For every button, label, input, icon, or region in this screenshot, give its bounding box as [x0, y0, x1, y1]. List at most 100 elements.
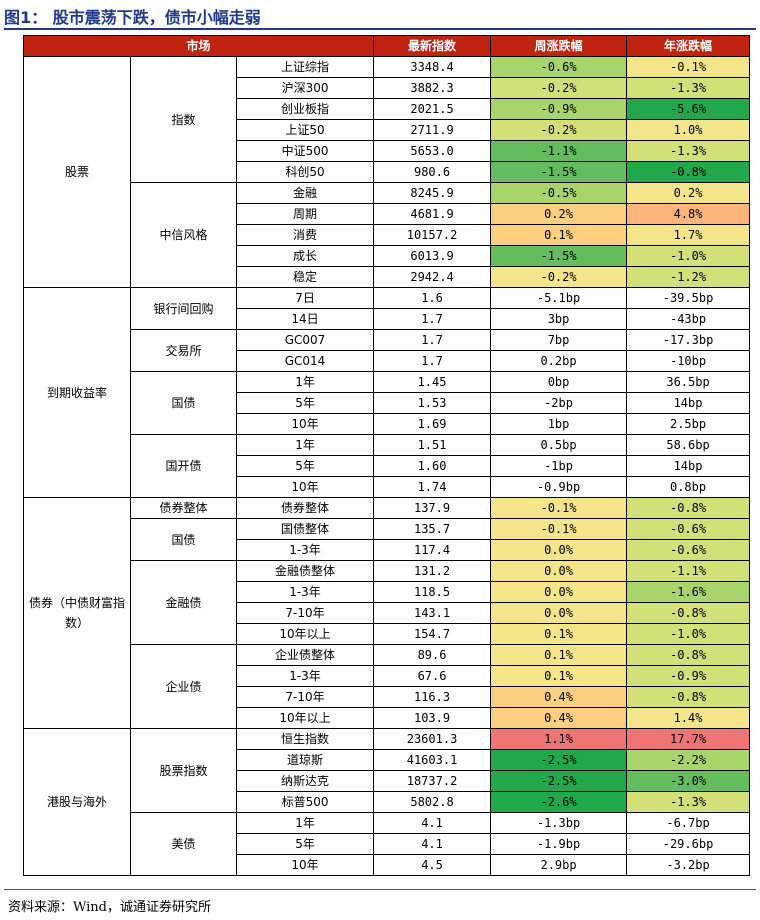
yearly-change: 14bp [626, 392, 751, 414]
latest-value: 4681.9 [373, 203, 492, 225]
latest-value: 5653.0 [373, 140, 492, 162]
weekly-change: -1.9bp [490, 833, 628, 855]
weekly-change: 0.0% [490, 560, 628, 582]
yearly-change: -43bp [626, 308, 751, 330]
table-row: 10年以上 154.7 0.1% -1.0% [24, 623, 751, 645]
yearly-change: -1.1% [626, 560, 751, 582]
latest-value: 23601.3 [373, 728, 492, 750]
table-row: 交易所 GC007 1.7 7bp -17.3bp [24, 329, 751, 372]
table-row: 标普500 5802.8 -2.6% -1.3% [24, 791, 751, 813]
yearly-change: -0.6% [626, 518, 751, 540]
latest-value: 1.6 [373, 287, 492, 309]
latest-value: 8245.9 [373, 182, 492, 204]
yearly-change: 17.7% [626, 728, 751, 750]
table-row: 消费 10157.2 0.1% 1.7% [24, 224, 751, 246]
weekly-change: -5.1bp [490, 287, 628, 309]
group-label: 指数 [130, 56, 237, 183]
yearly-change: 0.8bp [626, 476, 751, 498]
latest-value: 135.7 [373, 518, 492, 540]
yearly-change: 1.4% [626, 707, 751, 729]
weekly-change: -0.1% [490, 518, 628, 540]
latest-value: 4.1 [373, 812, 492, 834]
weekly-change: 0.1% [490, 224, 628, 246]
table-row: 14日 1.7 3bp -43bp [24, 308, 751, 330]
row-item-label: 5年 [235, 833, 375, 855]
latest-value: 3348.4 [373, 56, 492, 78]
latest-value: 5802.8 [373, 791, 492, 813]
yearly-change: -1.0% [626, 623, 751, 645]
latest-value: 2711.9 [373, 119, 492, 141]
row-item-label: 稳定 [235, 266, 375, 288]
yearly-change: -0.8% [626, 161, 751, 183]
table-row: 企业债 企业债整体 89.6 0.1% -0.8% [24, 644, 751, 729]
section-label: 到期收益率 [23, 287, 131, 498]
latest-value: 137.9 [373, 497, 492, 519]
weekly-change: 0.0% [490, 602, 628, 624]
yearly-change: 0.2% [626, 182, 751, 204]
weekly-change: -0.5% [490, 182, 628, 204]
yearly-change: -5.6% [626, 98, 751, 120]
row-item-label: 1-3年 [235, 539, 375, 561]
group-label: 国债 [130, 371, 237, 435]
header-row: 市场 最新指数 周涨跌幅 年涨跌幅 [22, 35, 751, 57]
table-row: 道琼斯 41603.1 -2.5% -2.2% [24, 749, 751, 771]
row-item-label: 5年 [235, 455, 375, 477]
section-label: 港股与海外 [23, 728, 131, 876]
row-item-label: 1年 [235, 812, 375, 834]
table-row: 周期 4681.9 0.2% 4.8% [24, 203, 751, 225]
row-item-label: 1-3年 [235, 665, 375, 687]
latest-value: 4.5 [373, 854, 492, 876]
row-item-label: 科创50 [235, 161, 375, 183]
yearly-change: -6.7bp [626, 812, 751, 834]
source-note: 资料来源：Wind，诚通证券研究所 [8, 900, 211, 915]
table-row: 10年 1.74 -0.9bp 0.8bp [24, 476, 751, 498]
latest-value: 1.7 [373, 350, 492, 372]
table-row: 股票 指数 上证综指 3348.4 -0.6% -0.1% [23, 56, 751, 288]
yearly-change: -1.3% [626, 791, 751, 813]
weekly-change: -0.9% [490, 98, 628, 120]
yearly-change: 14bp [626, 455, 751, 477]
table-row: 10年 4.5 2.9bp -3.2bp [24, 854, 751, 876]
group-label: 国债 [130, 518, 237, 561]
footer-divider [4, 889, 756, 890]
yearly-change: 4.8% [626, 203, 751, 225]
table-row: 中信风格 金融 8245.9 -0.5% 0.2% [24, 182, 751, 288]
latest-value: 103.9 [373, 707, 492, 729]
yearly-change: -0.8% [626, 602, 751, 624]
group-label: 国开债 [130, 434, 237, 498]
weekly-change: -1.5% [490, 161, 628, 183]
table-row: 国债 1年 1.45 0bp 36.5bp [24, 371, 751, 435]
table-row: 纳斯达克 18737.2 -2.5% -3.0% [24, 770, 751, 792]
weekly-change: -1.5% [490, 245, 628, 267]
table-row: 国开债 1年 1.51 0.5bp 58.6bp [24, 434, 751, 498]
row-item-label: 中证500 [235, 140, 375, 162]
row-item-label: 纳斯达克 [235, 770, 375, 792]
group-label: 债券整体 [130, 497, 237, 519]
weekly-change: -1.1% [490, 140, 628, 162]
header-yearly: 年涨跌幅 [626, 35, 751, 57]
group-label: 股票指数 [130, 728, 237, 813]
weekly-change: -2.5% [490, 749, 628, 771]
row-item-label: 债券整体 [235, 497, 375, 519]
latest-value: 41603.1 [373, 749, 492, 771]
group-label: 金融债 [130, 560, 237, 645]
weekly-change: -2.6% [490, 791, 628, 813]
table-row: 金融债 金融债整体 131.2 0.0% -1.1% [24, 560, 751, 645]
row-item-label: 上证50 [235, 119, 375, 141]
weekly-change: 0.1% [490, 644, 628, 666]
weekly-change: 0.0% [490, 581, 628, 603]
group-label: 银行间回购 [130, 287, 237, 330]
group-label: 企业债 [130, 644, 237, 729]
yearly-change: -29.6bp [626, 833, 751, 855]
weekly-change: -0.2% [490, 77, 628, 99]
latest-value: 4.1 [373, 833, 492, 855]
table-row: 到期收益率 银行间回购 7日 1.6 -5.1bp -39.5bp [23, 287, 751, 498]
yearly-change: -3.2bp [626, 854, 751, 876]
row-item-label: GC007 [235, 329, 375, 351]
latest-value: 1.7 [373, 308, 492, 330]
weekly-change: 2.9bp [490, 854, 628, 876]
row-item-label: 10年 [235, 854, 375, 876]
group-label: 交易所 [130, 329, 237, 372]
row-item-label: 成长 [235, 245, 375, 267]
latest-value: 2942.4 [373, 266, 492, 288]
